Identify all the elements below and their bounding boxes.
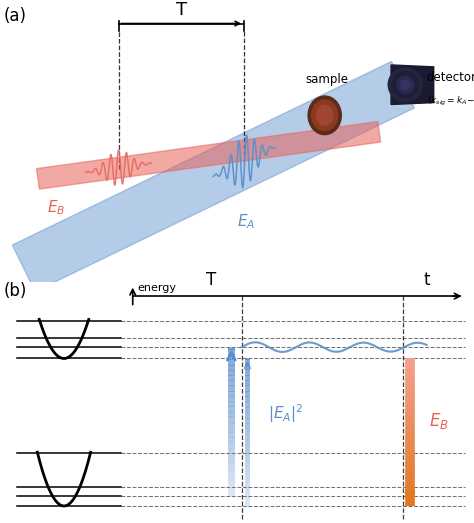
Circle shape bbox=[392, 72, 419, 98]
Text: detector: detector bbox=[427, 71, 474, 84]
Text: $E_A$: $E_A$ bbox=[237, 212, 255, 231]
Text: (b): (b) bbox=[4, 282, 27, 300]
Circle shape bbox=[401, 80, 410, 89]
Ellipse shape bbox=[308, 96, 341, 134]
Text: $(k_{sig} = k_A\!-\!k_A\!+\!k_B)$: $(k_{sig} = k_A\!-\!k_A\!+\!k_B)$ bbox=[427, 95, 474, 108]
Text: $E_B$: $E_B$ bbox=[47, 198, 66, 217]
Text: $E_B$: $E_B$ bbox=[429, 411, 449, 431]
Text: (a): (a) bbox=[4, 7, 27, 25]
Text: $|E_A|^2$: $|E_A|^2$ bbox=[268, 402, 303, 425]
Circle shape bbox=[397, 76, 414, 93]
Text: energy: energy bbox=[137, 283, 176, 293]
Ellipse shape bbox=[316, 106, 333, 125]
Circle shape bbox=[388, 68, 422, 101]
Polygon shape bbox=[12, 62, 414, 291]
Ellipse shape bbox=[311, 100, 337, 131]
Text: T: T bbox=[176, 1, 187, 19]
Text: t: t bbox=[423, 270, 430, 289]
Polygon shape bbox=[391, 65, 434, 105]
Text: sample: sample bbox=[306, 73, 348, 86]
Polygon shape bbox=[36, 121, 381, 189]
Text: T: T bbox=[206, 270, 216, 289]
